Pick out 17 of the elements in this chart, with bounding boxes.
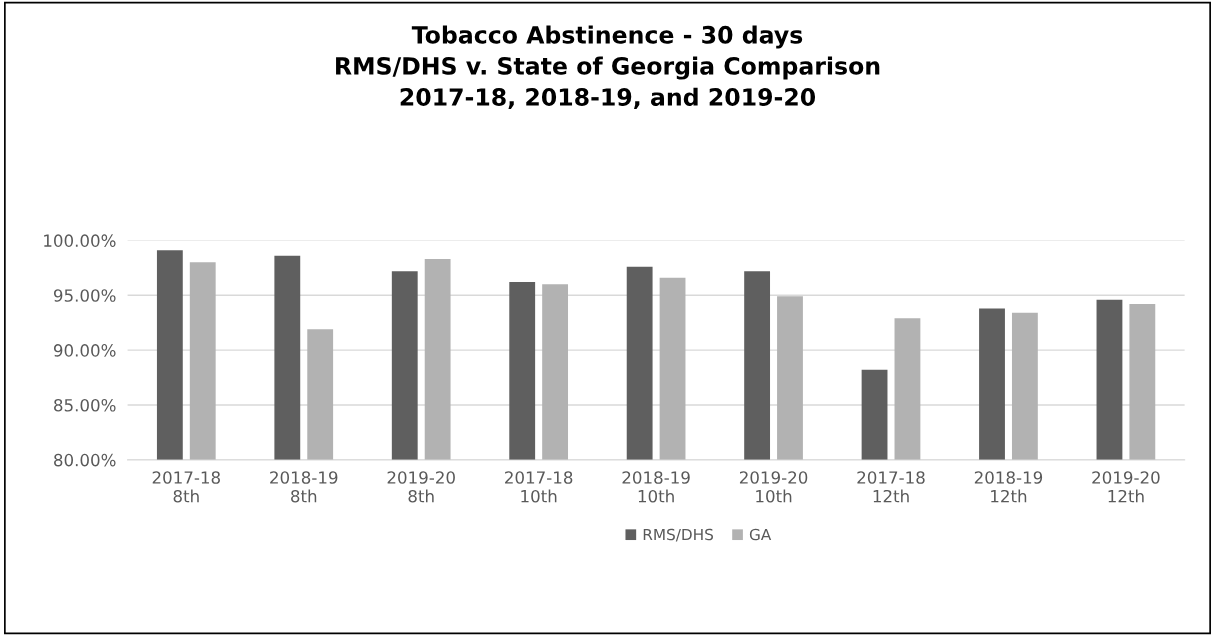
- chart-title: Tobacco Abstinence - 30 days RMS/DHS v. State of Georgia Comparison 2017-18, 2018-19, and 2019-20: [336, 25, 880, 109]
- y-tick-label: 90.00%: [53, 344, 116, 357]
- x-tick-label: 2017-18 10th: [505, 471, 573, 503]
- legend-label: GA: [749, 528, 772, 541]
- x-tick-label: 2019-20 10th: [739, 471, 808, 503]
- x-tick-label: 2019-20 8th: [387, 471, 455, 503]
- x-tick-label: 2017-18 8th: [152, 471, 220, 503]
- x-tick-label: 2019-20 12th: [1092, 471, 1160, 503]
- y-tick-label: 95.00%: [53, 289, 116, 302]
- y-tick-label: 100.00%: [44, 234, 116, 247]
- y-tick-label: 85.00%: [54, 398, 116, 412]
- x-tick-label: 2018-19 12th: [974, 471, 1043, 503]
- y-tick-label: 80.00%: [54, 453, 116, 467]
- x-tick-label: 2018-19 10th: [622, 471, 690, 503]
- x-tick-label: 2018-19 8th: [270, 471, 338, 503]
- legend-label: RMS/DHS: [643, 528, 714, 542]
- x-tick-label: 2017-18 12th: [857, 471, 925, 503]
